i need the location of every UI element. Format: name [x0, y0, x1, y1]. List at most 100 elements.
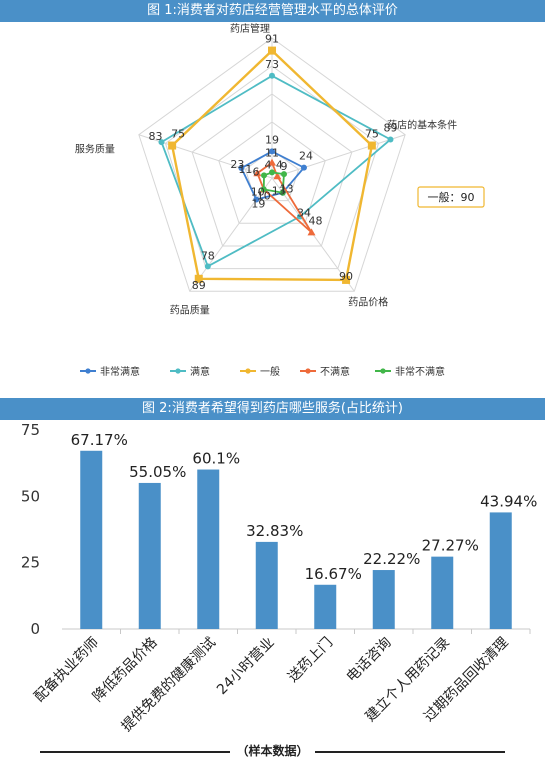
bar-value-label: 43.94% [480, 492, 537, 510]
bar-value-label: 67.17% [71, 431, 128, 449]
bar-value-label: 22.22% [363, 550, 420, 568]
tooltip-text: 一般：90 [428, 191, 475, 204]
radar-spoke [189, 177, 273, 292]
radar-ring [244, 149, 300, 202]
radar-series-line [240, 150, 306, 201]
bar [314, 584, 337, 629]
legend-marker [380, 368, 386, 374]
radar-data-label: 78 [201, 249, 215, 262]
radar-axis-label: 药品价格 [348, 295, 388, 308]
radar-spoke [271, 134, 406, 179]
y-tick-label: 50 [21, 487, 40, 505]
radar-data-label: 89 [384, 121, 398, 134]
legend-label: 满意 [190, 365, 210, 378]
radar-data-label: 13 [272, 185, 286, 198]
radar-axis-label: 服务质量 [75, 143, 115, 156]
x-tick-label: 电话咨询 [344, 635, 395, 686]
bar-value-label: 60.1% [192, 450, 240, 468]
bar-value-label: 32.83% [246, 522, 303, 540]
y-tick-label: 25 [21, 554, 40, 572]
radar-axis-label: 药店的基本条件 [387, 119, 457, 132]
legend-label: 非常不满意 [395, 365, 445, 378]
radar-data-label: 91 [265, 33, 279, 46]
y-tick-label: 75 [21, 421, 40, 439]
figure1-title-banner: 图 1:消费者对药店经营管理水平的总体评价 [0, 0, 545, 22]
radar-point [367, 141, 376, 150]
footer-rule-right [315, 751, 505, 753]
radar-data-label: 6 [253, 165, 260, 178]
bar [489, 512, 512, 629]
radar-data-label: 73 [265, 58, 279, 71]
x-tick-label: 24小时营业 [214, 635, 278, 699]
figure1-title: 图 1:消费者对药店经营管理水平的总体评价 [147, 3, 398, 18]
radar-data-label: 90 [339, 270, 353, 283]
radar-data-label: 10 [251, 185, 265, 198]
x-tick-label: 提供免费的健康测试 [118, 634, 219, 735]
radar-tooltip: 一般：90 [417, 186, 485, 208]
radar-point [279, 189, 286, 196]
bar-value-label: 16.67% [305, 565, 362, 583]
radar-point [300, 164, 307, 171]
legend-label: 不满意 [320, 365, 350, 378]
legend-label: 非常满意 [100, 365, 140, 378]
radar-data-label: 4 [276, 158, 283, 171]
bar-marks-group [80, 450, 512, 629]
radar-point [268, 158, 276, 166]
radar-point [253, 196, 260, 203]
radar-point [260, 186, 267, 193]
bar [431, 556, 454, 629]
radar-series-group [158, 46, 394, 284]
legend-marker [85, 368, 91, 374]
bar [138, 482, 161, 629]
bar [372, 570, 395, 629]
legend-marker [175, 368, 181, 374]
bar [255, 541, 278, 629]
radar-ring [164, 65, 380, 270]
radar-point [269, 148, 275, 155]
footer: （样本数据） [0, 736, 545, 766]
radar-point [269, 72, 275, 79]
radar-legend: 非常满意 满意 一般 不满意 非常不满意 [80, 365, 445, 378]
legend-label: 一般 [260, 365, 280, 378]
radar-data-label: 19 [251, 198, 265, 211]
radar-data-label: 13 [280, 183, 294, 196]
bar-value-label: 55.05% [129, 463, 186, 481]
radar-point [342, 275, 351, 284]
radar-ring [138, 37, 406, 292]
radar-point [158, 139, 165, 146]
radar-ring [191, 93, 353, 247]
radar-ring [218, 121, 326, 224]
radar-data-label: 75 [365, 128, 379, 141]
radar-data-label: 75 [171, 128, 185, 141]
radar-data-label: 4 [265, 158, 272, 171]
radar-point [194, 274, 203, 283]
radar-point [273, 172, 282, 180]
radar-data-label: 9 [280, 160, 287, 173]
y-tick-label: 0 [30, 620, 40, 638]
x-tick-label: 送药上门 [285, 635, 336, 686]
radar-point [268, 46, 276, 55]
radar-point [261, 172, 268, 179]
figure2-title: 图 2:消费者希望得到药店哪些服务(占比统计) [142, 401, 403, 416]
radar-point [253, 169, 262, 177]
radar-data-label: 83 [148, 130, 162, 143]
radar-point [204, 263, 211, 270]
radar-point [307, 228, 316, 236]
radar-point [168, 141, 177, 150]
radar-data-label: 11 [238, 163, 252, 176]
bar-axes [62, 628, 531, 634]
radar-data-label: 11 [265, 147, 279, 160]
radar-data-label: 89 [192, 279, 206, 292]
radar-data-label: 19 [265, 133, 279, 146]
bar-chart: 025507567.17%配备执业药师55.05%降低药品价格60.1%提供免费… [21, 421, 537, 735]
bar [80, 450, 103, 629]
radar-series-line [160, 74, 393, 268]
radar-data-label: 34 [297, 207, 311, 220]
radar-point [238, 165, 245, 172]
radar-series-line [170, 48, 374, 282]
bar [197, 469, 220, 629]
footer-rule-left [40, 751, 230, 753]
radar-point [269, 169, 275, 176]
legend-marker [245, 368, 251, 374]
